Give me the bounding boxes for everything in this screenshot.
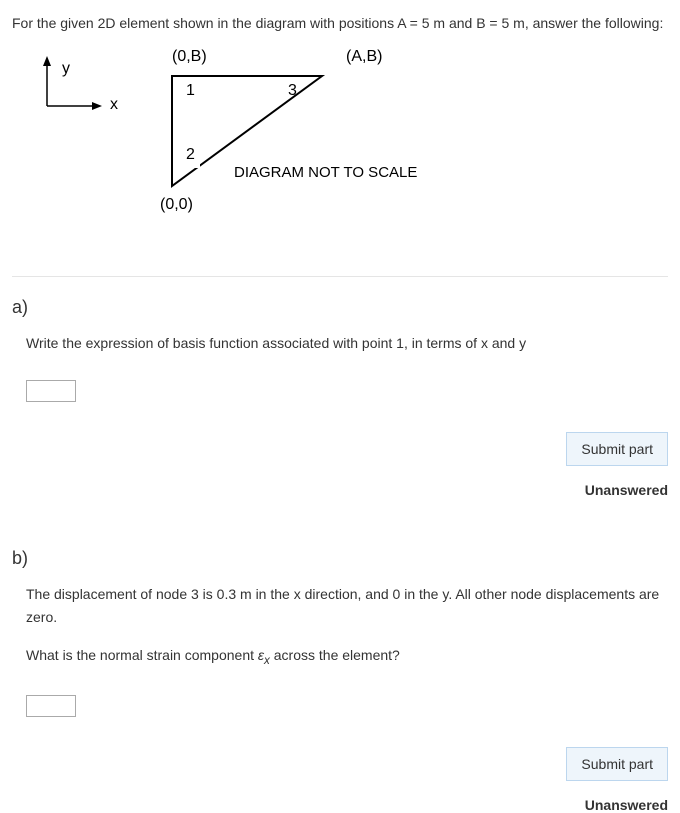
q2-pre: What is the normal strain component: [26, 647, 258, 663]
part-b-question-2: What is the normal strain component εx a…: [26, 644, 668, 671]
vertex-top-left: (0,B): [172, 48, 207, 66]
part-a-answer-input[interactable]: [26, 380, 76, 402]
part-b-question-1: The displacement of node 3 is 0.3 m in t…: [26, 583, 668, 631]
part-b-submit-button[interactable]: Submit part: [566, 747, 668, 781]
part-b-answer-input[interactable]: [26, 695, 76, 717]
node-1-label: 1: [186, 82, 195, 100]
intro-text: For the given 2D element shown in the di…: [12, 12, 668, 36]
node-3-label: 3: [288, 82, 297, 100]
part-a-label: a): [12, 297, 668, 318]
vertex-top-right: (A,B): [346, 48, 382, 66]
part-a-question: Write the expression of basis function a…: [26, 332, 668, 356]
not-to-scale: DIAGRAM NOT TO SCALE: [234, 164, 417, 181]
part-a-status: Unanswered: [12, 482, 668, 498]
diagram: y x (0,B) (A,B) (0,0) 1 2 3 DIAGRAM NOT …: [12, 46, 668, 236]
part-a-submit-button[interactable]: Submit part: [566, 432, 668, 466]
vertex-bottom: (0,0): [160, 196, 193, 214]
part-b: b) The displacement of node 3 is 0.3 m i…: [12, 528, 668, 813]
node-2-label: 2: [186, 146, 195, 164]
part-b-label: b): [12, 548, 668, 569]
axis-x-label: x: [110, 96, 118, 114]
axis-y-label: y: [62, 60, 70, 78]
part-a: a) Write the expression of basis functio…: [12, 276, 668, 498]
part-b-status: Unanswered: [12, 797, 668, 813]
q2-post: across the element?: [270, 647, 400, 663]
